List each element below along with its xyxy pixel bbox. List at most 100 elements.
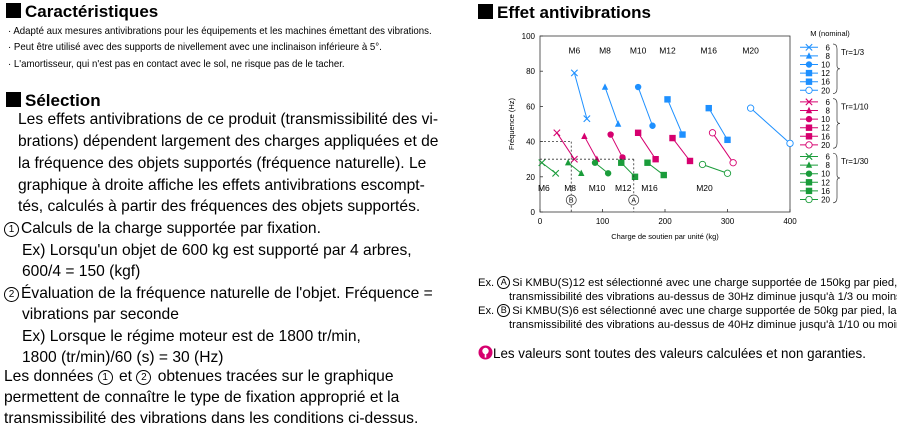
- selection-paragraph-line: tés, calculés à partir des fréquences de…: [18, 198, 421, 215]
- features-heading: Caractéristiques: [6, 3, 158, 21]
- y-tick-label: 20: [526, 173, 535, 182]
- triangle-marker: [564, 159, 572, 166]
- legend-title: M (nominal): [810, 29, 850, 38]
- x-tick-label: 0: [538, 217, 543, 226]
- triangle-marker: [805, 161, 813, 168]
- y-tick-label: 0: [531, 208, 536, 217]
- y-tick-label: 60: [526, 102, 535, 111]
- series-line: [553, 129, 578, 163]
- series-path: [610, 134, 623, 158]
- conclusion-line: transmissibilité des vibrations dans les…: [4, 410, 419, 427]
- legend-size-label: 20: [821, 86, 830, 95]
- series-path: [708, 107, 728, 141]
- hollow-circle-marker: [805, 195, 813, 204]
- legend-brace: [832, 43, 841, 94]
- cross-marker: [553, 129, 561, 137]
- chart-heading: Effet antivibrations: [478, 4, 651, 22]
- step-number-badge: 2: [136, 370, 152, 385]
- triangle-marker: [614, 120, 622, 127]
- step2-line: vibrations par seconde: [22, 306, 179, 323]
- annotation-badge: [565, 194, 577, 206]
- feature-item: · Adapté aux mesures antivibrations pour…: [8, 25, 432, 37]
- series-line: [669, 134, 694, 165]
- step1-line: Ex) Lorsqu'un objet de 600 kg est suppor…: [22, 242, 412, 259]
- legend-size-label: 10: [821, 170, 830, 179]
- annotation-label: A: [631, 198, 636, 205]
- example-mark-a: A: [497, 276, 511, 289]
- hollow-circle-marker: [805, 141, 813, 149]
- cross-marker: [538, 159, 546, 167]
- heading-square-icon: [6, 3, 21, 18]
- square-marker: [652, 156, 659, 163]
- top-size-label: M16: [700, 46, 717, 56]
- step1-line: 600/4 = 150 (kgf): [22, 263, 141, 280]
- x-axis-label: Charge de soutien par unité (kg): [611, 232, 719, 241]
- square-marker: [618, 159, 625, 166]
- step-number-badge: 1: [4, 222, 19, 237]
- top-size-label: M10: [630, 46, 647, 56]
- circle-marker: [604, 170, 612, 177]
- square-marker: [724, 136, 731, 144]
- cross-marker: [805, 152, 813, 161]
- plot-frame: [539, 35, 791, 213]
- annotation-badge: [628, 194, 640, 206]
- legend-size-label: 20: [821, 196, 830, 205]
- top-size-label: M8: [599, 46, 611, 56]
- series-path: [667, 99, 683, 135]
- step-number-badge: 1: [97, 370, 113, 385]
- circle-marker: [805, 115, 813, 123]
- series-line: [570, 69, 591, 123]
- series-path: [583, 136, 598, 160]
- legend-size-label: 8: [826, 52, 831, 61]
- legend-brace: [832, 152, 841, 204]
- square-marker: [805, 133, 813, 140]
- bottom-size-label: M20: [696, 183, 713, 193]
- series-line: [618, 159, 639, 180]
- bottom-size-label: M16: [641, 183, 658, 193]
- triangle-marker: [581, 132, 588, 140]
- series-path: [750, 107, 791, 144]
- legend-size-label: 16: [821, 187, 830, 196]
- series-path: [604, 86, 619, 125]
- circle-marker: [805, 61, 813, 68]
- warning-icon: [478, 345, 493, 360]
- feature-item: · L'amortisseur, qui n'est pas en contac…: [8, 58, 345, 70]
- square-marker: [805, 78, 813, 85]
- annotation-label: B: [569, 198, 574, 205]
- legend-size-label: 8: [826, 161, 831, 170]
- cross-marker: [805, 98, 813, 106]
- triangle-marker: [805, 52, 813, 59]
- legend-size-label: 12: [821, 69, 830, 78]
- example-note-b-line2: transmissibilité des vibrations au-dessu…: [509, 319, 897, 331]
- square-marker: [805, 187, 813, 195]
- feature-item: · Peut être utilisé avec des supports de…: [8, 41, 382, 53]
- series-line: [538, 159, 560, 177]
- legend-size-label: 6: [826, 43, 831, 52]
- series-line: [607, 131, 626, 161]
- hollow-circle-marker: [723, 169, 732, 177]
- step1-title: 1 Calculs de la charge supportée par fixa…: [4, 218, 321, 239]
- bottom-size-label: M8: [564, 183, 576, 193]
- series-path: [702, 164, 728, 174]
- legend-size-label: 16: [821, 132, 830, 141]
- series-path: [637, 86, 653, 126]
- bottom-size-label: M10: [589, 183, 606, 193]
- circle-marker: [607, 131, 614, 138]
- x-tick-label: 300: [721, 217, 735, 226]
- series-line: [664, 96, 686, 138]
- y-axis-label: Fréquence (Hz): [507, 97, 516, 150]
- selection-heading: Sélection: [6, 92, 101, 110]
- selection-paragraph-line: graphique à droite affiche les effets an…: [18, 177, 425, 194]
- series-line: [591, 159, 612, 177]
- series-path: [573, 72, 588, 119]
- y-tick-label: 80: [526, 67, 535, 76]
- cross-marker: [583, 115, 591, 123]
- legend-size-label: 12: [821, 178, 830, 187]
- top-size-label: M12: [659, 46, 676, 56]
- chart-marks: [538, 69, 794, 180]
- selection-paragraph-line: la fréquence des objets supportés (fréqu…: [18, 155, 427, 172]
- cross-marker: [570, 155, 578, 163]
- series-path: [712, 132, 734, 164]
- triangle-marker: [805, 106, 813, 114]
- step2-line: Ex) Lorsque le régime moteur est de 1800…: [22, 328, 361, 345]
